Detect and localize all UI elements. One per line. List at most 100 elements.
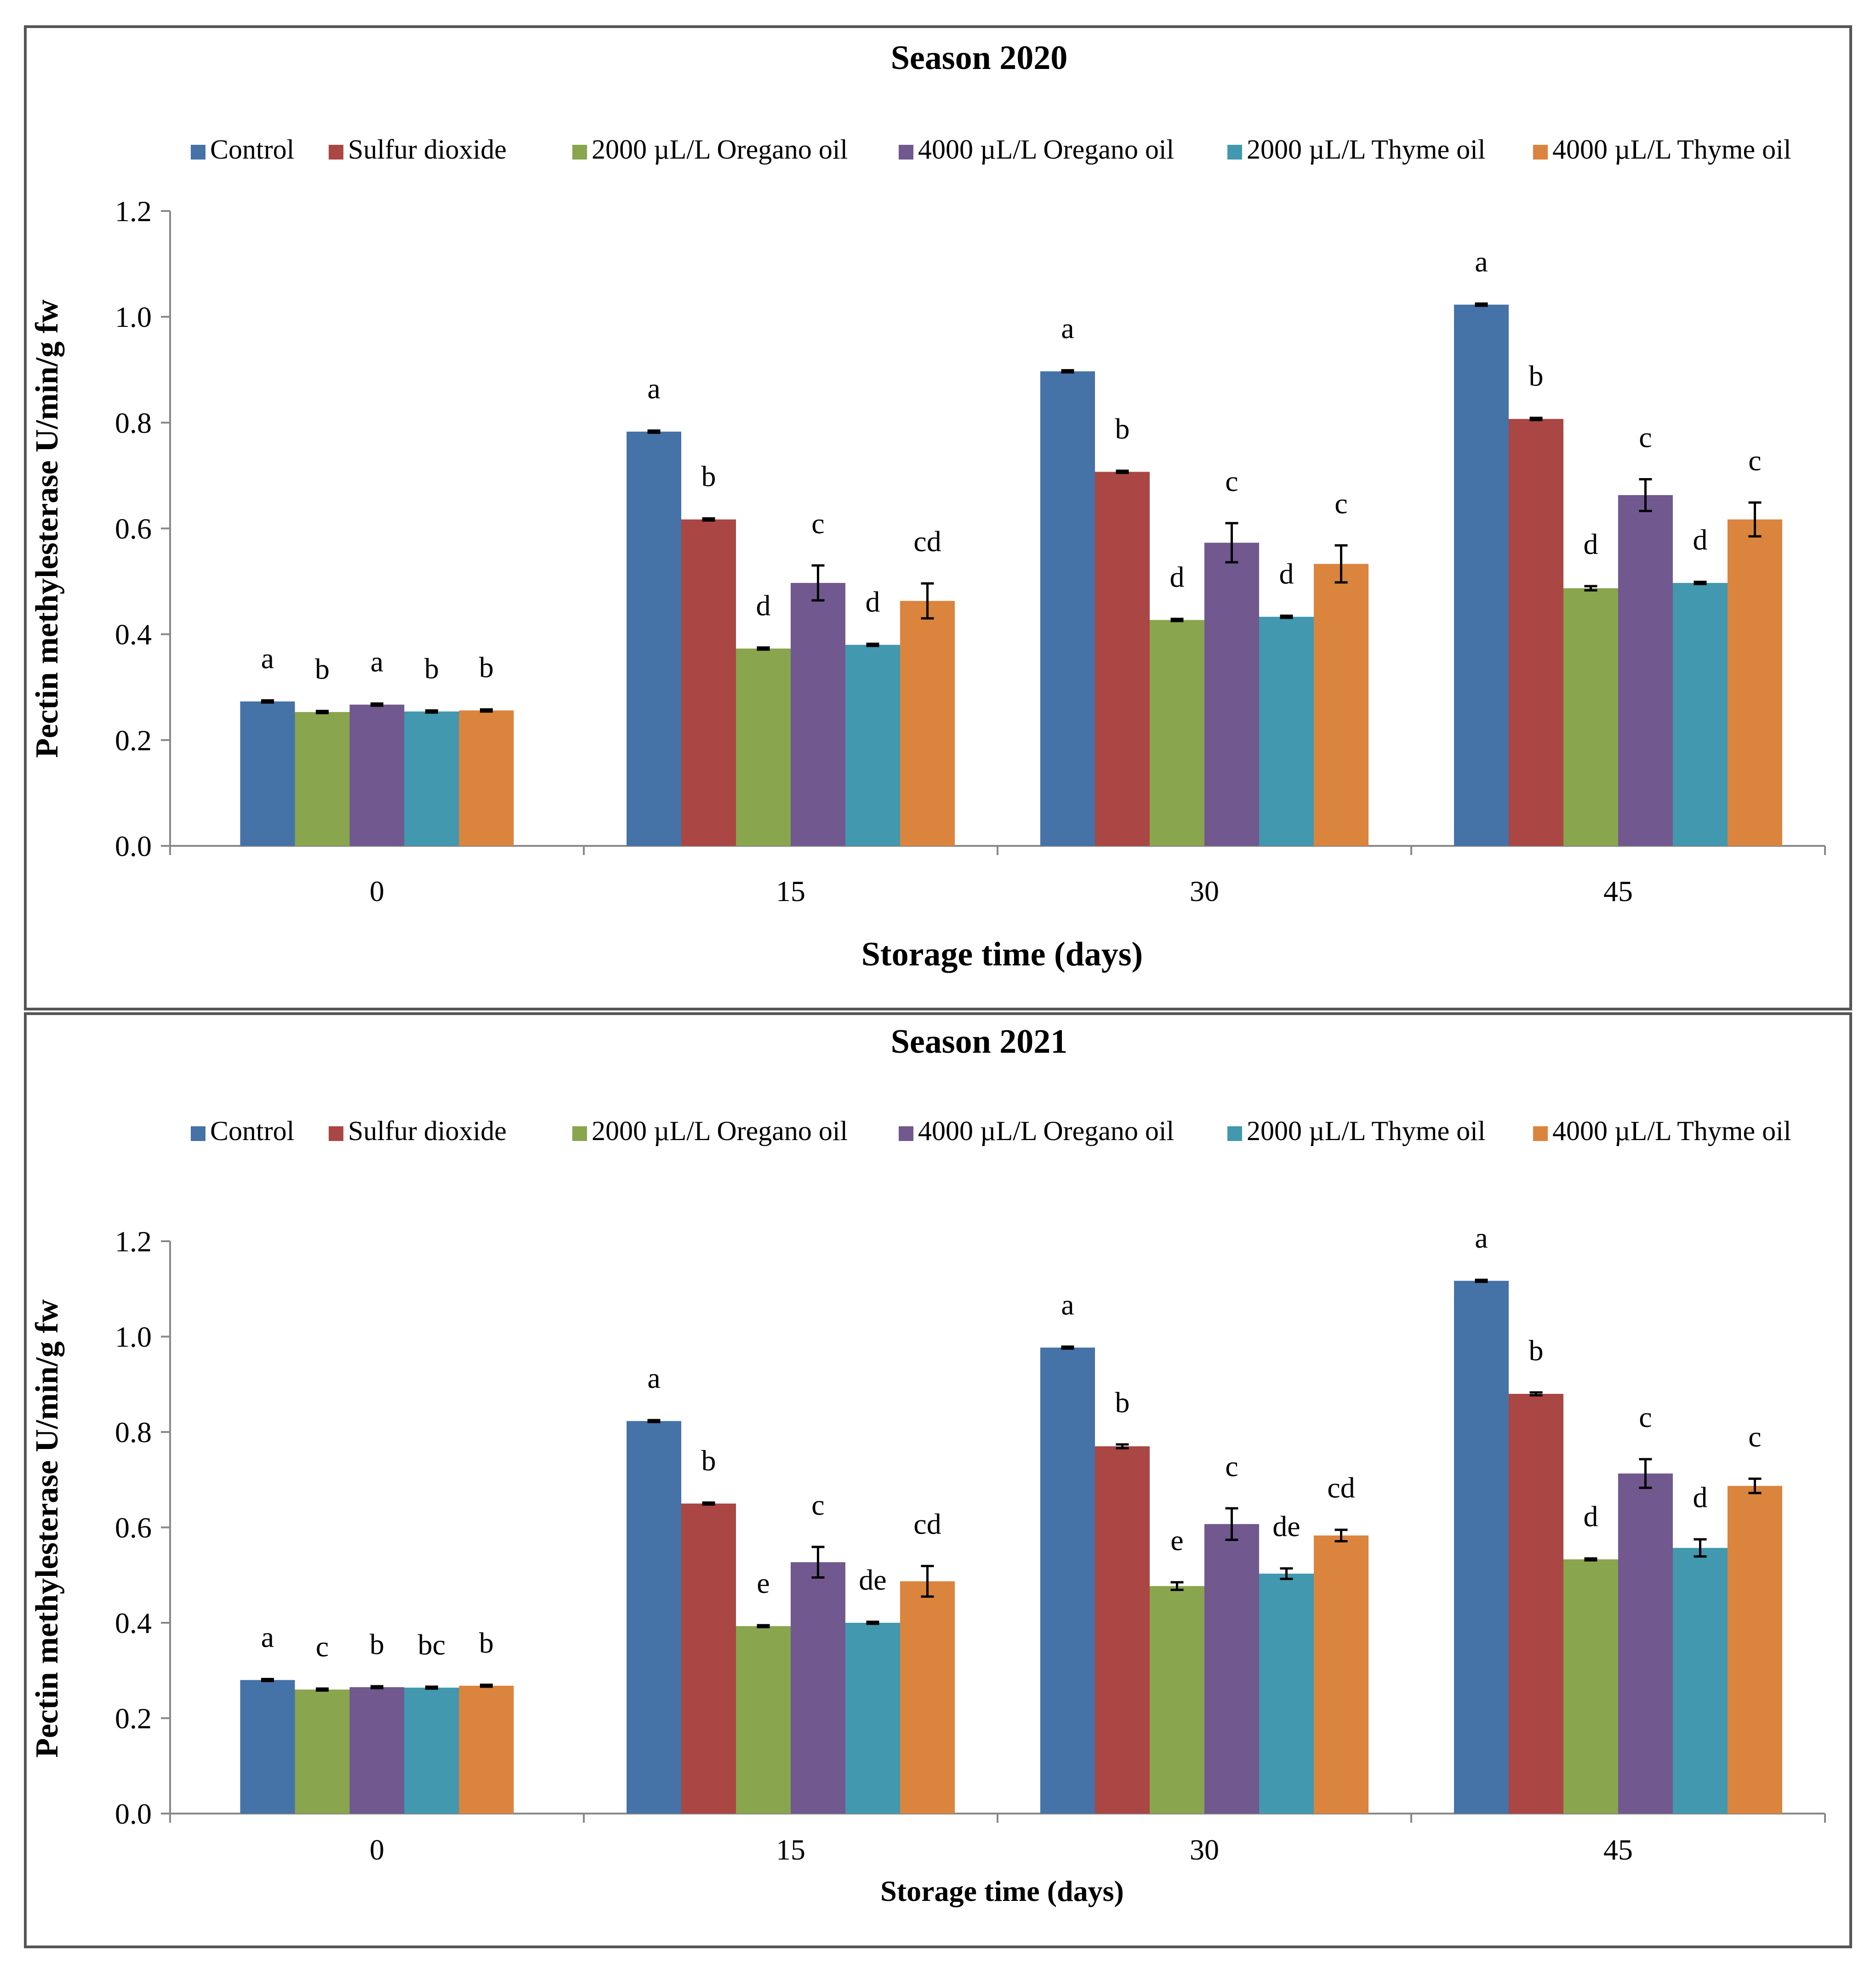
bar xyxy=(1509,1394,1563,1814)
significance-letter: b xyxy=(479,651,494,684)
bar xyxy=(349,704,405,846)
y-tick-label: 1.2 xyxy=(115,1225,152,1258)
significance-letter: b xyxy=(1115,412,1130,445)
y-tick-label: 0.8 xyxy=(115,1416,152,1449)
bar xyxy=(900,601,955,846)
x-tick-label: 45 xyxy=(1603,1833,1633,1866)
bar xyxy=(1454,304,1509,846)
legend-label: Sulfur dioxide xyxy=(348,134,507,165)
significance-letter: c xyxy=(1334,487,1347,519)
legend-swatch xyxy=(191,145,205,160)
significance-letter: a xyxy=(1061,1288,1074,1321)
legend-label: 4000 µL/L Thyme oil xyxy=(1552,1116,1791,1146)
significance-letter: c xyxy=(811,1489,824,1521)
y-axis-label: Pectin methylesterase U/min/g fw xyxy=(29,299,65,758)
y-tick-label: 1.0 xyxy=(115,301,152,333)
significance-letter: b xyxy=(424,652,439,685)
legend-swatch xyxy=(1533,1126,1548,1141)
significance-letter: d xyxy=(1170,560,1185,593)
bar xyxy=(295,712,350,846)
bar xyxy=(1314,564,1369,846)
legend-label: 2000 µL/L Oregano oil xyxy=(592,134,848,165)
legend-swatch xyxy=(1227,1126,1242,1141)
significance-letter: e xyxy=(757,1567,770,1599)
legend-swatch xyxy=(572,145,587,160)
significance-letter: bc xyxy=(418,1628,445,1661)
significance-letter: b xyxy=(1529,359,1544,392)
x-tick-label: 30 xyxy=(1190,1833,1219,1866)
bar xyxy=(404,1688,459,1814)
significance-letter: d xyxy=(1693,524,1708,556)
y-tick-label: 1.2 xyxy=(115,195,152,228)
bar xyxy=(1259,616,1314,846)
y-tick-label: 0.6 xyxy=(115,1512,152,1544)
significance-letter: b xyxy=(1115,1386,1130,1419)
bar xyxy=(1618,1473,1673,1814)
bar xyxy=(845,645,900,846)
bar xyxy=(900,1581,955,1814)
y-tick-label: 0.6 xyxy=(115,513,152,545)
significance-letter: d xyxy=(1279,557,1294,590)
x-axis-label: Storage time (days) xyxy=(861,936,1143,973)
significance-letter: d xyxy=(866,585,880,618)
significance-letter: c xyxy=(1225,1450,1238,1483)
bar xyxy=(845,1623,900,1814)
bar xyxy=(1673,583,1728,846)
y-tick-label: 0.8 xyxy=(115,406,152,439)
significance-letter: c xyxy=(1639,1401,1652,1433)
bar xyxy=(1204,1524,1259,1814)
significance-letter: c xyxy=(1639,421,1652,453)
bar xyxy=(1095,1446,1150,1814)
legend-label: 4000 µL/L Thyme oil xyxy=(1552,134,1791,165)
bar xyxy=(459,710,514,846)
bar xyxy=(1618,495,1673,846)
legend-label: Control xyxy=(210,1116,294,1146)
bar xyxy=(240,701,295,846)
bar xyxy=(681,519,736,846)
legend-swatch xyxy=(329,1126,343,1141)
bar xyxy=(240,1680,295,1814)
significance-letter: b xyxy=(1529,1334,1544,1367)
significance-letter: d xyxy=(1584,528,1598,560)
chart-title: Season 2020 xyxy=(891,39,1067,77)
y-axis-label: Pectin methylesterase U/min/g fw xyxy=(29,1299,65,1758)
bar xyxy=(1040,371,1095,846)
bar xyxy=(1728,519,1782,846)
significance-letter: a xyxy=(1475,245,1488,278)
bar xyxy=(1673,1548,1728,1814)
bar xyxy=(791,583,845,846)
legend-label: 4000 µL/L Oregano oil xyxy=(918,134,1174,165)
bar xyxy=(1454,1281,1509,1814)
bar xyxy=(349,1687,405,1814)
legend-swatch xyxy=(899,1126,913,1141)
y-tick-label: 0.0 xyxy=(115,1797,152,1830)
legend-label: 4000 µL/L Oregano oil xyxy=(918,1116,1174,1146)
bar xyxy=(1259,1574,1314,1814)
bar xyxy=(1150,1586,1204,1814)
significance-letter: de xyxy=(859,1563,886,1596)
bar xyxy=(1204,542,1259,846)
y-tick-label: 0.2 xyxy=(115,1702,152,1735)
significance-letter: cd xyxy=(913,525,941,558)
significance-letter: b xyxy=(701,1444,716,1477)
bar xyxy=(681,1503,736,1814)
bar xyxy=(1563,588,1618,846)
significance-letter: a xyxy=(261,642,274,675)
bar xyxy=(1728,1486,1782,1814)
legend-label: Control xyxy=(210,134,294,165)
significance-letter: de xyxy=(1272,1510,1300,1543)
bar xyxy=(736,648,791,846)
x-tick-label: 0 xyxy=(370,1833,384,1866)
bar xyxy=(1095,472,1150,846)
legend-label: 2000 µL/L Oregano oil xyxy=(592,1116,848,1146)
significance-letter: a xyxy=(371,645,383,678)
significance-letter: d xyxy=(756,589,771,622)
bar xyxy=(627,1421,681,1814)
legend-swatch xyxy=(191,1126,205,1141)
significance-letter: a xyxy=(647,372,660,405)
x-axis-label: Storage time (days) xyxy=(880,1875,1124,1907)
significance-letter: d xyxy=(1584,1500,1598,1533)
chart-title: Season 2021 xyxy=(891,1023,1067,1061)
chart-season-2021: Season 2021 Control Sulfur dioxide 2000 µL/… xyxy=(29,1023,1826,1907)
